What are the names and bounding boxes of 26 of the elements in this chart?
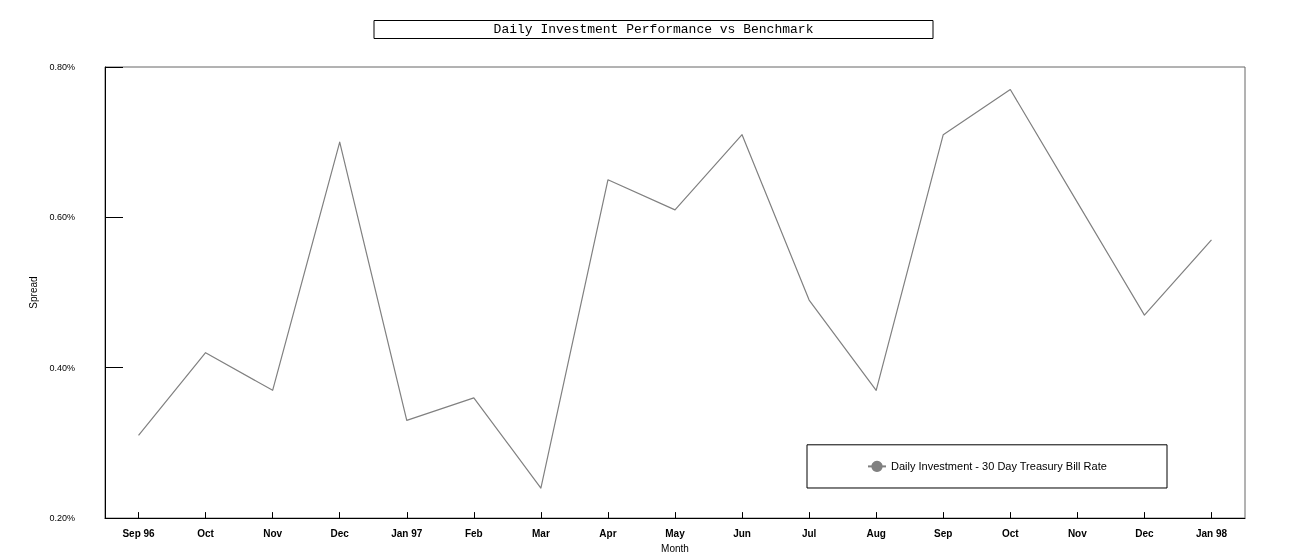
y-tick-label: 0.20% bbox=[49, 513, 75, 524]
y-tick-label: 0.40% bbox=[49, 362, 75, 373]
x-tick-label: Dec bbox=[330, 527, 350, 539]
x-tick-label: Aug bbox=[866, 527, 886, 539]
legend-label: Daily Investment - 30 Day Treasury Bill Rate bbox=[891, 460, 1107, 473]
x-tick-label: Oct bbox=[197, 527, 215, 539]
x-tick-label: Sep bbox=[934, 527, 953, 539]
y-tick-label: 0.80% bbox=[49, 62, 75, 72]
x-tick-label: Jan 98 bbox=[1195, 527, 1228, 539]
x-tick-label: Nov bbox=[1067, 527, 1088, 539]
x-tick-label: Nov bbox=[263, 527, 283, 539]
x-tick-label: Oct bbox=[1001, 527, 1020, 539]
y-tick-label: 0.60% bbox=[49, 212, 75, 223]
x-tick-label: Apr bbox=[599, 527, 617, 539]
y-axis-title: Spread bbox=[28, 276, 40, 309]
line-series bbox=[137, 88, 1213, 489]
x-tick-label: Jul bbox=[801, 527, 817, 539]
x-tick-label: Feb bbox=[464, 527, 483, 539]
x-tick-label: Jun bbox=[733, 527, 751, 539]
x-tick-label: Jan 97 bbox=[391, 527, 423, 539]
x-tick-label: Mar bbox=[531, 527, 550, 539]
x-tick-label: Sep 96 bbox=[122, 527, 156, 539]
x-tick-label: Dec bbox=[1135, 527, 1155, 539]
x-axis-title: Month bbox=[661, 542, 689, 554]
chart-title: Daily Investment Performance vs Benchmark bbox=[493, 22, 814, 37]
x-tick-label: May bbox=[665, 527, 686, 539]
